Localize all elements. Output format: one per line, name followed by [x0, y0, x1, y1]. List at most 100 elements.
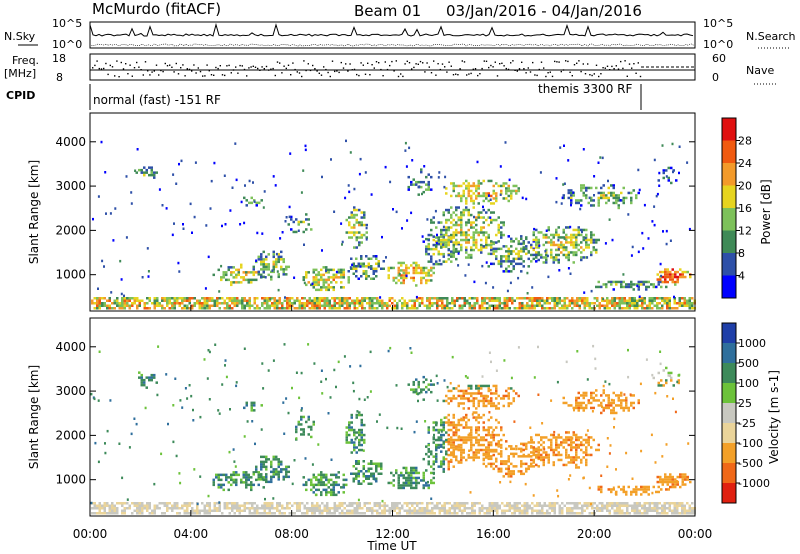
echo-cell [375, 480, 378, 483]
colorbar-tick-label: 28 [738, 135, 752, 148]
near-range-cell [383, 502, 386, 505]
echo-cell [450, 237, 453, 241]
echo-cell [562, 231, 565, 234]
echo-cell [485, 448, 488, 452]
near-range-cell [463, 304, 466, 307]
echo-cell [635, 485, 638, 489]
near-range-cell [601, 509, 604, 512]
echo-cell [460, 233, 463, 237]
echo-cell [460, 218, 463, 222]
near-range-cell [261, 504, 264, 507]
echo-cell [525, 470, 528, 473]
noise-cell [239, 223, 242, 226]
near-range-cell [616, 304, 619, 307]
echo-cell [230, 273, 233, 277]
echo-cell [502, 460, 505, 463]
echo-cell [447, 448, 450, 452]
echo-cell [472, 202, 475, 205]
near-range-cell [633, 299, 636, 302]
noise-cell [395, 210, 398, 214]
near-range-cell [183, 504, 186, 507]
nave-point [219, 65, 221, 67]
near-range-cell [211, 509, 214, 512]
echo-cell [612, 184, 615, 187]
echo-cell [265, 478, 268, 482]
echo-cell [455, 228, 458, 232]
near-range-cell [461, 502, 464, 505]
echo-cell [312, 476, 315, 479]
near-range-cell [521, 302, 524, 305]
echo-cell [240, 478, 243, 482]
echo-cell [602, 283, 605, 286]
echo-cell [477, 384, 480, 388]
near-range-cell [93, 307, 96, 310]
near-range-cell [301, 297, 304, 300]
echo-cell [325, 271, 328, 274]
echo-cell [355, 451, 358, 454]
echo-cell [452, 241, 455, 244]
near-range-cell [631, 299, 634, 302]
near-range-cell [136, 502, 139, 505]
near-range-cell [378, 502, 381, 505]
echo-cell [337, 483, 340, 487]
near-range-cell [631, 507, 634, 510]
echo-cell [437, 242, 440, 246]
near-range-cell [331, 512, 334, 515]
near-range-cell [243, 297, 246, 300]
echo-cell [312, 491, 315, 494]
echo-cell [442, 423, 445, 427]
near-range-cell [341, 297, 344, 300]
near-range-cell [593, 502, 596, 505]
echo-cell [552, 463, 555, 467]
near-range-cell [543, 512, 546, 515]
echo-cell [465, 199, 468, 203]
echo-cell [465, 251, 468, 254]
echo-cell [425, 281, 428, 285]
echo-cell [330, 268, 333, 272]
echo-cell [362, 265, 365, 268]
echo-cell [430, 452, 433, 456]
echo-cell [495, 389, 498, 393]
near-range-cell [268, 307, 271, 310]
echo-cell [487, 428, 490, 432]
near-range-cell [278, 502, 281, 505]
echo-cell [262, 263, 265, 266]
near-range-cell [296, 504, 299, 507]
echo-cell [427, 271, 430, 275]
near-range-cell [393, 304, 396, 307]
echo-cell [520, 257, 523, 261]
echo-cell [465, 413, 468, 417]
near-range-cell [91, 302, 94, 305]
echo-cell [432, 247, 435, 251]
echo-cell [585, 453, 588, 457]
near-range-cell [633, 304, 636, 307]
echo-cell [252, 273, 255, 277]
noise-cell [345, 139, 347, 143]
near-range-cell [203, 304, 206, 307]
near-range-cell [356, 507, 359, 510]
echo-cell [260, 253, 263, 256]
echo-cell [317, 473, 320, 477]
echo-cell [462, 238, 465, 242]
echo-cell [402, 474, 405, 477]
echo-cell [425, 279, 428, 282]
near-range-cell [598, 307, 601, 310]
echo-cell [582, 194, 585, 197]
echo-cell [350, 426, 353, 429]
near-range-cell [156, 302, 159, 305]
echo-cell [440, 443, 443, 447]
echo-cell [612, 411, 615, 415]
near-range-cell [371, 297, 374, 300]
echo-cell [572, 236, 575, 239]
echo-cell [597, 204, 600, 207]
echo-cell [390, 471, 393, 475]
near-range-cell [526, 304, 529, 307]
echo-cell [575, 243, 578, 247]
noise-cell [557, 239, 560, 242]
echo-cell [445, 228, 448, 232]
echo-cell [525, 467, 528, 471]
near-range-cell [366, 302, 369, 305]
noise-cell [672, 170, 674, 174]
echo-cell [572, 456, 575, 459]
near-range-cell [316, 507, 319, 510]
